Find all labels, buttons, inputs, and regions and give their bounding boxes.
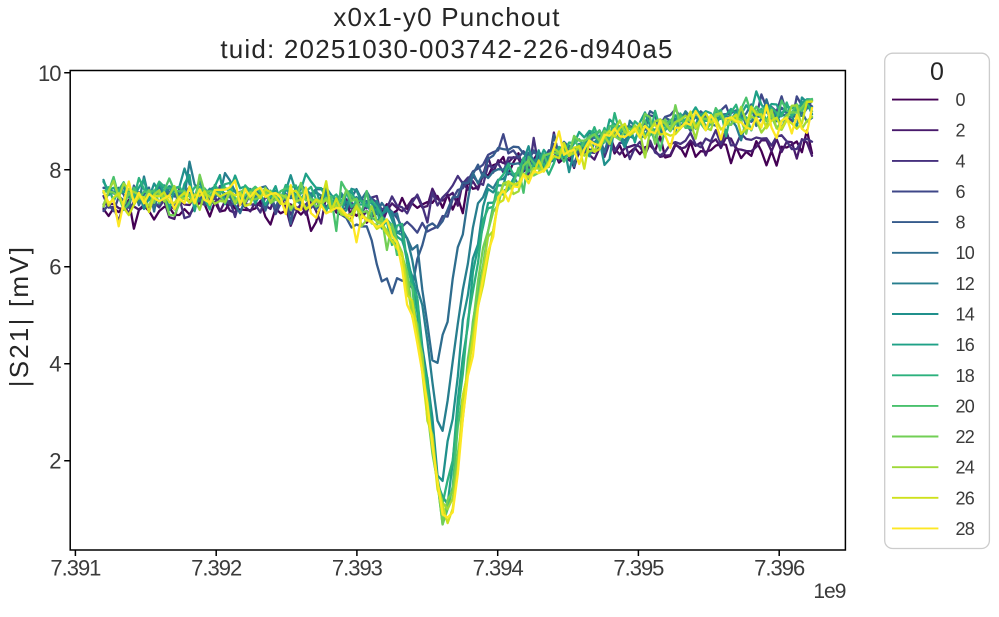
- svg-text:6: 6: [956, 182, 966, 202]
- svg-text:10: 10: [956, 243, 975, 263]
- svg-text:20: 20: [956, 396, 975, 416]
- svg-text:6: 6: [49, 255, 61, 280]
- svg-text:10: 10: [38, 61, 61, 86]
- svg-text:|S21| [mV]: |S21| [mV]: [4, 245, 34, 387]
- svg-text:24: 24: [956, 458, 975, 478]
- svg-text:0: 0: [956, 90, 966, 110]
- svg-text:2: 2: [49, 449, 61, 474]
- svg-text:x0x1-y0 Punchout: x0x1-y0 Punchout: [333, 2, 560, 32]
- svg-text:12: 12: [956, 274, 975, 294]
- svg-text:2: 2: [956, 121, 966, 141]
- svg-text:8: 8: [956, 213, 966, 233]
- svg-text:8: 8: [49, 158, 61, 183]
- svg-text:7.392: 7.392: [191, 556, 242, 581]
- svg-text:18: 18: [956, 366, 975, 386]
- svg-text:26: 26: [956, 488, 975, 508]
- svg-text:7.396: 7.396: [754, 556, 805, 581]
- svg-text:14: 14: [956, 305, 975, 325]
- svg-text:28: 28: [956, 519, 975, 539]
- svg-text:16: 16: [956, 335, 975, 355]
- svg-text:22: 22: [956, 427, 975, 447]
- svg-text:7.391: 7.391: [50, 556, 101, 581]
- svg-text:7.394: 7.394: [473, 556, 524, 581]
- svg-text:4: 4: [956, 151, 966, 171]
- svg-text:7.395: 7.395: [613, 556, 664, 581]
- svg-text:1e9: 1e9: [813, 580, 845, 603]
- svg-text:7.393: 7.393: [332, 556, 383, 581]
- svg-text:4: 4: [49, 352, 61, 377]
- svg-text:0: 0: [930, 58, 944, 86]
- svg-text:tuid: 20251030-003742-226-d940: tuid: 20251030-003742-226-d940a5: [220, 34, 673, 64]
